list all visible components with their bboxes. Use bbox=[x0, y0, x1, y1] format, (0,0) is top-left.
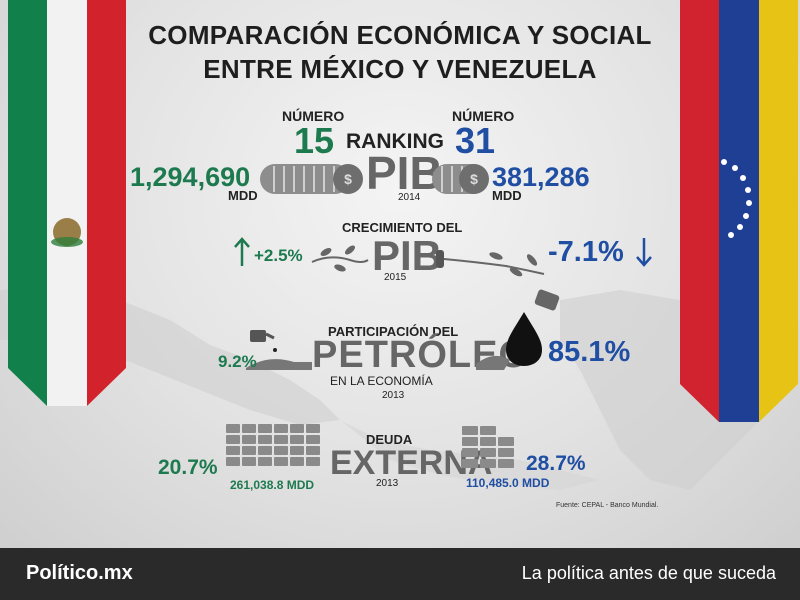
mexico-coat-of-arms-icon bbox=[51, 218, 83, 247]
petroleo-title: PARTICIPACIÓN DEL bbox=[328, 324, 459, 339]
crecimiento-venezuela-value: -7.1% bbox=[548, 236, 624, 268]
crecimiento-title: CRECIMIENTO DEL bbox=[342, 220, 463, 235]
ranking-numero-right: NÚMERO bbox=[452, 108, 515, 124]
venezuela-stars-icon bbox=[721, 159, 752, 238]
pib-year: 2014 bbox=[398, 192, 421, 203]
money-stack-mexico-icon bbox=[226, 424, 320, 466]
deuda-venezuela-value: 110,485.0 MDD bbox=[466, 476, 550, 490]
ranking-venezuela-number: 31 bbox=[455, 120, 496, 161]
pib-venezuela-unit: MDD bbox=[492, 188, 522, 203]
deuda-venezuela-percent: 28.7% bbox=[526, 452, 586, 475]
coin-stack-venezuela-icon: $ bbox=[432, 164, 489, 194]
deuda-mexico-value: 261,038.8 MDD bbox=[230, 478, 315, 492]
pib-label: PIB bbox=[366, 147, 443, 199]
money-stack-venezuela-icon bbox=[462, 426, 514, 468]
deuda-mexico-percent: 20.7% bbox=[158, 456, 218, 479]
crecimiento-year: 2015 bbox=[384, 272, 407, 283]
oil-drop-hand-venezuela-icon bbox=[476, 289, 560, 370]
petroleo-venezuela-value: 85.1% bbox=[548, 336, 631, 368]
arrow-up-icon bbox=[234, 237, 250, 266]
petroleo-subtitle: EN LA ECONOMÍA bbox=[330, 374, 433, 388]
footer-slogan: La política antes de que suceda bbox=[521, 563, 776, 583]
title-line-2: ENTRE MÉXICO Y VENEZUELA bbox=[203, 54, 597, 84]
venezuela-flag-ribbon bbox=[680, 0, 798, 422]
crecimiento-pib-label: PIB bbox=[372, 232, 443, 279]
footer-bar: Político.mx La política antes de que suc… bbox=[0, 548, 800, 600]
oil-can-hand-mexico-icon bbox=[246, 330, 312, 370]
source-note: Fuente: CEPAL - Banco Mundial. bbox=[556, 502, 659, 509]
deuda-title: DEUDA bbox=[366, 432, 413, 447]
svg-text:$: $ bbox=[344, 171, 352, 187]
brand-logo[interactable]: Político.mx bbox=[26, 562, 133, 584]
crecimiento-mexico-value: +2.5% bbox=[254, 246, 303, 265]
pib-venezuela-value: 381,286 bbox=[492, 162, 590, 192]
ranking-numero-left: NÚMERO bbox=[282, 108, 345, 124]
petroleo-mexico-value: 9.2% bbox=[218, 352, 257, 371]
deuda-year: 2013 bbox=[376, 478, 399, 489]
wilting-plant-icon bbox=[436, 250, 545, 277]
growing-plant-icon bbox=[311, 245, 369, 272]
page-title: COMPARACIÓN ECONÓMICA Y SOCIAL ENTRE MÉX… bbox=[130, 18, 670, 86]
pib-mexico-value: 1,294,690 bbox=[130, 162, 251, 192]
arrow-down-icon bbox=[636, 238, 652, 267]
pib-mexico-unit: MDD bbox=[228, 188, 258, 203]
petroleo-year: 2013 bbox=[382, 390, 405, 401]
svg-text:$: $ bbox=[470, 171, 478, 187]
coin-stack-mexico-icon: $ bbox=[260, 164, 363, 194]
ranking-mexico-number: 15 bbox=[294, 120, 335, 161]
infographic-canvas: COMPARACIÓN ECONÓMICA Y SOCIAL ENTRE MÉX… bbox=[0, 0, 800, 548]
title-line-1: COMPARACIÓN ECONÓMICA Y SOCIAL bbox=[148, 20, 652, 50]
mexico-flag-ribbon bbox=[8, 0, 126, 406]
ranking-label: RANKING bbox=[346, 130, 444, 153]
